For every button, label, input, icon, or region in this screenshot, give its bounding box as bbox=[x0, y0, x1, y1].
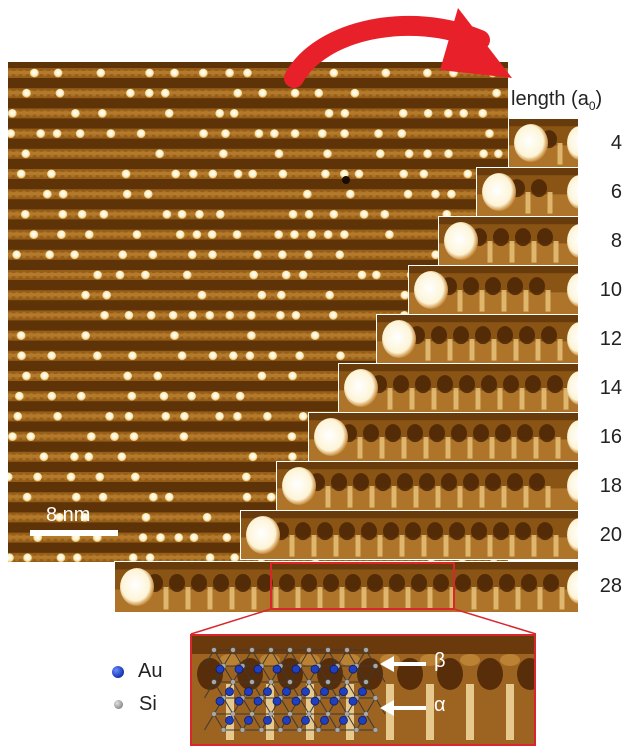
chain-strip-svg-14 bbox=[339, 364, 578, 412]
alpha-label: α bbox=[434, 694, 446, 716]
length-label-28: 28 bbox=[599, 575, 622, 597]
chain-strip-svg-10 bbox=[409, 266, 578, 314]
chain-strip-svg-12 bbox=[377, 315, 578, 363]
chain-strip-16 bbox=[308, 412, 579, 462]
beta-label: β bbox=[434, 650, 446, 672]
chain-strip-18 bbox=[276, 461, 579, 511]
legend: Au Si bbox=[112, 660, 162, 716]
chain-strip-svg-6 bbox=[477, 168, 578, 216]
chain-strip-28 bbox=[114, 561, 579, 613]
chain-strip-14 bbox=[338, 363, 579, 413]
length-label-20: 20 bbox=[599, 524, 622, 546]
annotation-arrows bbox=[380, 656, 426, 716]
length-label-16: 16 bbox=[599, 426, 622, 448]
chain-strip-svg-8 bbox=[439, 217, 578, 265]
chain-strip-svg-28 bbox=[115, 562, 578, 612]
length-header: length (a0) bbox=[511, 88, 603, 113]
chain-strip-20 bbox=[240, 510, 579, 560]
chain-strip-svg-16 bbox=[309, 413, 578, 461]
chain-strip-6 bbox=[476, 167, 579, 217]
scale-bar-label: 8 nm bbox=[46, 504, 91, 526]
length-label-4: 4 bbox=[610, 132, 622, 154]
red-curved-arrow bbox=[284, 8, 512, 88]
si-atom-icon bbox=[114, 700, 123, 709]
length-label-10: 10 bbox=[599, 279, 622, 301]
au-atom-icon bbox=[112, 665, 124, 678]
legend-item-au: Au bbox=[112, 660, 162, 683]
length-label-8: 8 bbox=[610, 230, 622, 252]
zoom-inset-svg bbox=[192, 636, 534, 744]
chain-strip-svg-20 bbox=[241, 511, 578, 559]
chain-strip-svg-18 bbox=[277, 462, 578, 510]
chain-strip-12 bbox=[376, 314, 579, 364]
legend-item-si: Si bbox=[112, 693, 162, 716]
length-label-18: 18 bbox=[599, 475, 622, 497]
length-label-14: 14 bbox=[599, 377, 622, 399]
atomic-model bbox=[204, 647, 386, 733]
zoom-inset bbox=[190, 634, 536, 746]
length-label-12: 12 bbox=[599, 328, 622, 350]
chain-strip-10 bbox=[408, 265, 579, 315]
chain-strip-svg-4 bbox=[509, 119, 578, 167]
scale-bar bbox=[30, 530, 118, 536]
length-label-6: 6 bbox=[610, 181, 622, 203]
chain-strip-8 bbox=[438, 216, 579, 266]
